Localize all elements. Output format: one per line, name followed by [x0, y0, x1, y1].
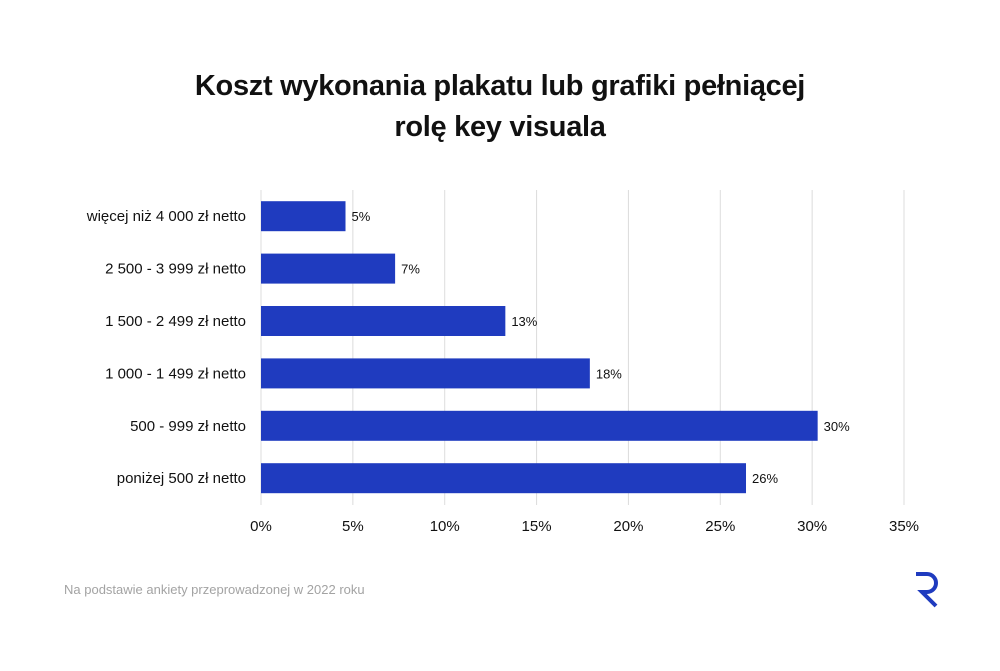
chart-title-line-2: rolę key visuala — [394, 111, 606, 143]
bar — [261, 358, 590, 389]
category-label: 1 000 - 1 499 zł netto — [105, 365, 246, 382]
data-label: 18% — [596, 366, 622, 381]
category-label: 2 500 - 3 999 zł netto — [105, 261, 246, 278]
x-tick-label: 35% — [889, 518, 919, 535]
footnote: Na podstawie ankiety przeprowadzonej w 2… — [64, 582, 365, 597]
category-label: 1 500 - 2 499 zł netto — [105, 313, 246, 330]
category-label: 500 - 999 zł netto — [130, 418, 246, 435]
bar — [261, 253, 396, 284]
x-tick-label: 25% — [705, 518, 735, 535]
x-tick-label: 15% — [522, 518, 552, 535]
x-tick-label: 5% — [342, 518, 364, 535]
data-label: 26% — [752, 471, 778, 486]
category-label: więcej niż 4 000 zł netto — [86, 208, 246, 225]
bar — [261, 463, 747, 494]
chart-title: Koszt wykonania plakatu lub grafiki pełn… — [0, 66, 1000, 148]
bar — [261, 306, 506, 336]
x-tick-label: 20% — [613, 518, 643, 535]
data-label: 30% — [824, 419, 850, 434]
r-logo-icon — [916, 572, 938, 608]
data-label: 7% — [401, 262, 420, 277]
bar — [261, 201, 346, 232]
category-label: poniżej 500 zł netto — [117, 470, 246, 487]
bar — [261, 410, 818, 441]
x-tick-label: 10% — [430, 518, 460, 535]
x-tick-label: 30% — [797, 518, 827, 535]
chart-title-line-1: Koszt wykonania plakatu lub grafiki pełn… — [194, 70, 806, 102]
data-label: 13% — [511, 314, 537, 329]
x-tick-label: 0% — [250, 518, 272, 535]
data-label: 5% — [352, 209, 371, 224]
